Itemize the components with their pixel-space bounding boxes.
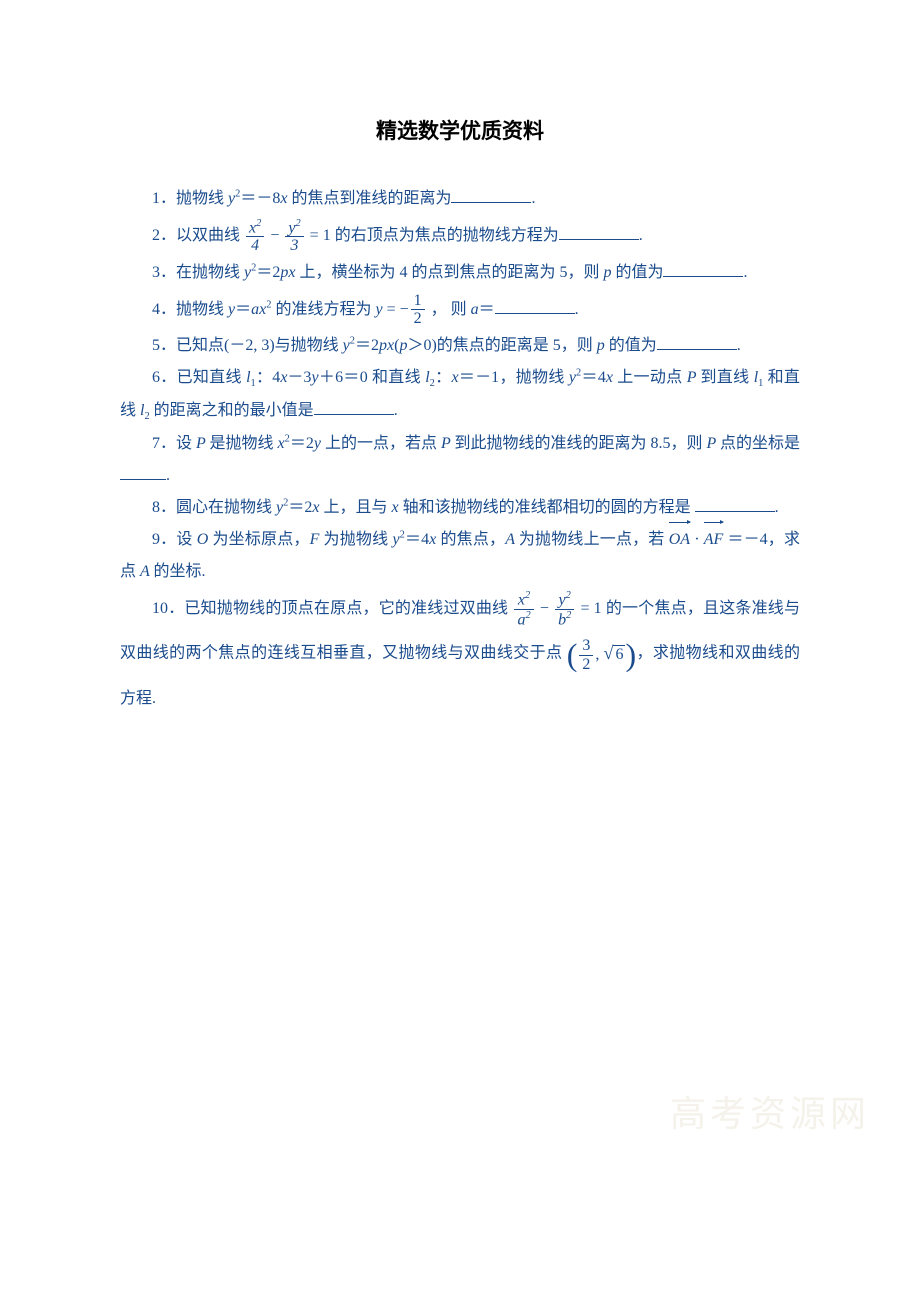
problem-number: 1 <box>152 190 160 207</box>
problem-1: 1．抛物线 y2＝－8x 的焦点到准线的距离为. <box>120 183 800 215</box>
answer-blank <box>314 399 394 415</box>
problems-container: 1．抛物线 y2＝－8x 的焦点到准线的距离为.2．以双曲线 x24 − y23… <box>120 183 800 719</box>
answer-blank <box>451 187 531 203</box>
page-content: 精选数学优质资料 1．抛物线 y2＝－8x 的焦点到准线的距离为.2．以双曲线 … <box>0 0 920 719</box>
problem-8: 8．圆心在抛物线 y2＝2x 上，且与 x 轴和该抛物线的准线都相切的圆的方程是… <box>120 492 800 524</box>
problem-5: 5．已知点(－2, 3)与抛物线 y2＝2px(p＞0)的焦点的距离是 5，则 … <box>120 330 800 362</box>
watermark: 高考资源网 <box>670 1085 870 1137</box>
problem-2: 2．以双曲线 x24 − y23 = 1 的右顶点为焦点的抛物线方程为. <box>120 215 800 257</box>
problem-number: 5 <box>152 337 160 354</box>
answer-blank <box>495 298 575 314</box>
problem-6: 6．已知直线 l1：4x－3y＋6＝0 和直线 l2：x＝－1，抛物线 y2＝4… <box>120 362 800 428</box>
answer-blank <box>120 464 166 480</box>
answer-blank <box>695 496 775 512</box>
problem-number: 6 <box>152 369 160 386</box>
problem-9: 9．设 O 为坐标原点，F 为抛物线 y2＝4x 的焦点，A 为抛物线上一点，若… <box>120 524 800 588</box>
problem-number: 9 <box>152 531 160 548</box>
answer-blank <box>559 224 639 240</box>
problem-10: 10．已知抛物线的顶点在原点，它的准线过双曲线 x2a2 − y2b2 = 1 … <box>120 588 800 719</box>
answer-blank <box>663 261 743 277</box>
problem-number: 10 <box>152 600 168 617</box>
problem-number: 3 <box>152 264 160 281</box>
answer-blank <box>657 334 737 350</box>
problem-number: 2 <box>152 227 160 244</box>
problem-7: 7．设 P 是抛物线 x2＝2y 上的一点，若点 P 到此抛物线的准线的距离为 … <box>120 428 800 492</box>
problem-4: 4．抛物线 y＝ax2 的准线方程为 y = −12 ， 则 a＝. <box>120 289 800 331</box>
problem-number: 7 <box>152 435 160 452</box>
problem-number: 4 <box>152 301 160 318</box>
problem-number: 8 <box>152 499 160 516</box>
page-title: 精选数学优质资料 <box>120 115 800 145</box>
problem-3: 3．在抛物线 y2＝2px 上，横坐标为 4 的点到焦点的距离为 5，则 p 的… <box>120 257 800 289</box>
